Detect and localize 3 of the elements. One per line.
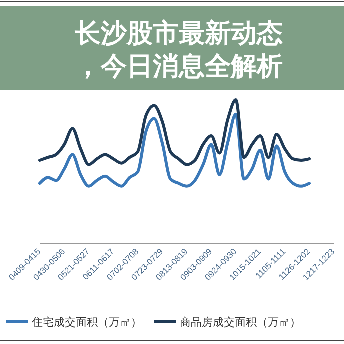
chart-title: 长沙股市最新动态，今日消息全解析 — [74, 19, 283, 82]
legend-label: 商品房成交面积（万㎡） — [180, 316, 301, 329]
legend-label: 住宅成交面积（万㎡） — [32, 316, 142, 329]
